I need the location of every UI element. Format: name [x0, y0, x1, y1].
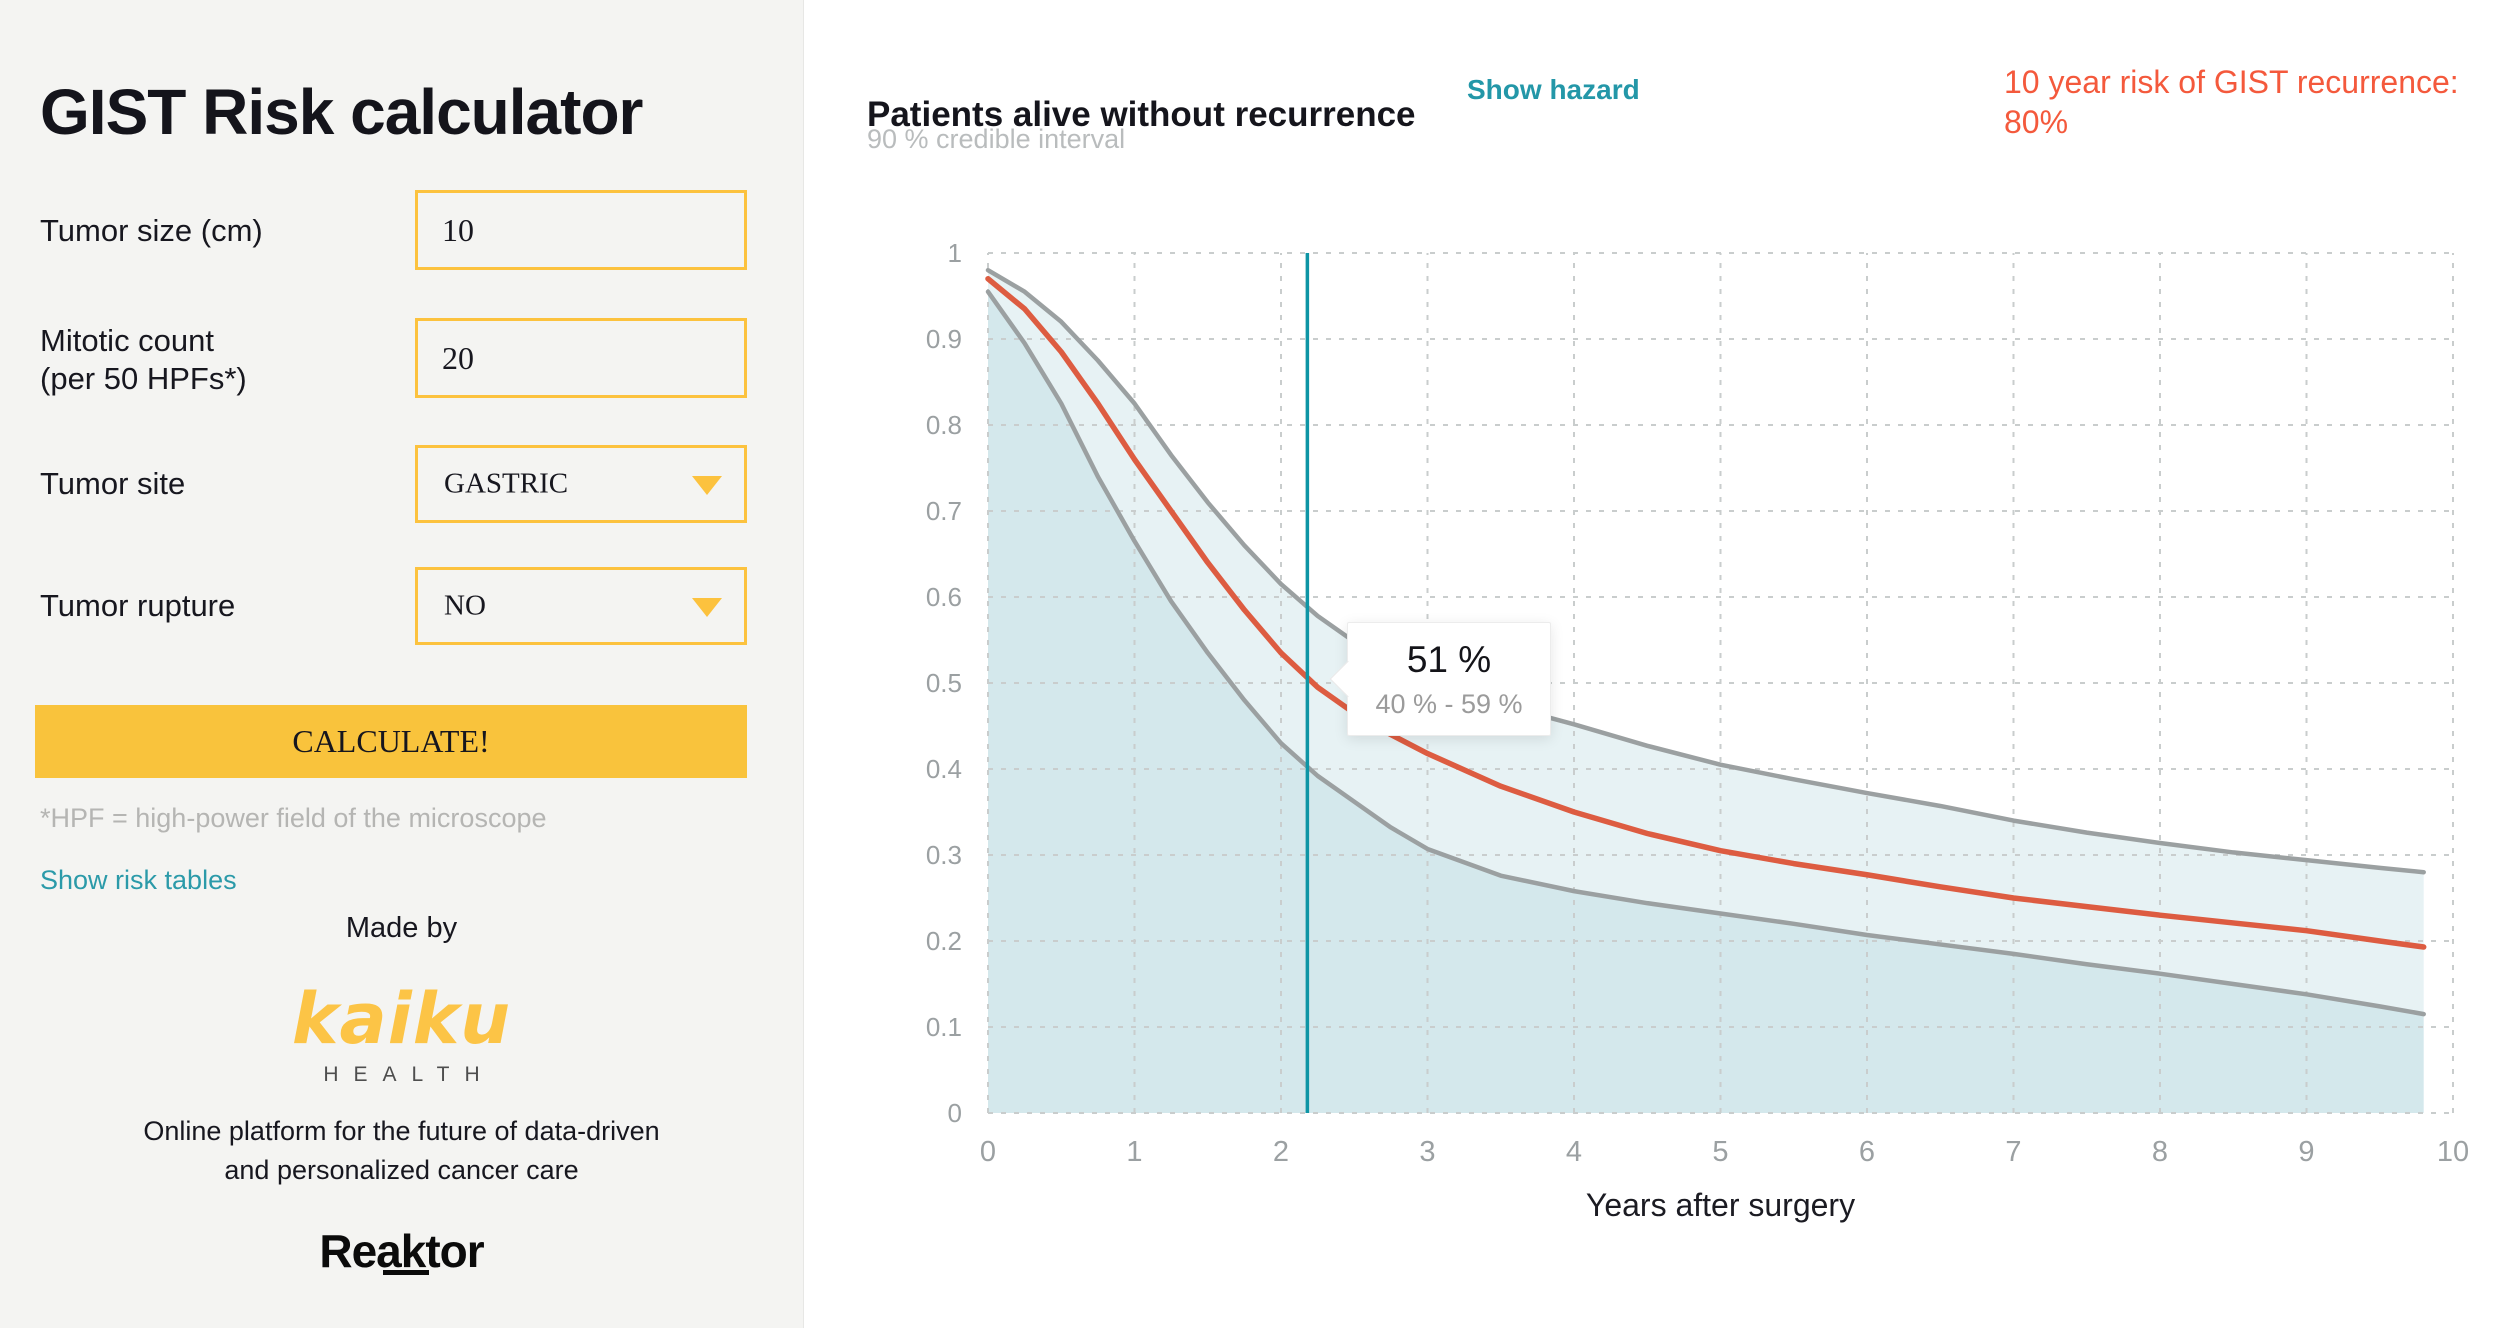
y-tick-label: 0.2 — [926, 926, 962, 956]
reaktor-logo: Reaktor — [319, 1225, 484, 1277]
app-title: GIST Risk calculator — [40, 75, 643, 148]
credible-area-fill — [988, 291, 2424, 1113]
show-risk-tables-link[interactable]: Show risk tables — [40, 865, 237, 895]
chevron-down-icon — [692, 476, 722, 495]
reaktor-logo-underscore — [383, 1270, 429, 1275]
credible-band-fill — [988, 270, 2424, 1015]
tumor-site-value: GASTRIC — [444, 467, 569, 500]
median-curve — [985, 276, 2427, 950]
y-tick-label: 0.1 — [926, 1012, 962, 1042]
mitotic-count-label-line1: Mitotic count — [40, 323, 215, 358]
mitotic-count-input[interactable] — [415, 318, 747, 398]
chart-subtitle: 90 % credible interval — [867, 124, 1126, 154]
tooltip-value: 51 % — [1406, 639, 1492, 680]
tumor-rupture-label: Tumor rupture — [40, 588, 236, 623]
x-tick-label: 6 — [1859, 1136, 1875, 1168]
y-tick-label: 0.9 — [926, 324, 962, 354]
chart-title: Patients alive without recurrence — [867, 95, 1416, 135]
kaiku-tagline: Online platform for the future of data-d… — [0, 1112, 803, 1190]
mitotic-count-label: Mitotic count (per 50 HPFs*) — [40, 322, 247, 398]
tumor-rupture-value: NO — [444, 589, 486, 622]
x-tick-label: 7 — [2005, 1136, 2021, 1168]
ten-year-risk-note: 10 year risk of GIST recurrence: 80% — [2004, 64, 2459, 140]
lower-bound-curve — [985, 289, 2426, 1017]
made-by-text: Made by — [345, 912, 458, 944]
tumor-size-label: Tumor size (cm) — [40, 213, 263, 248]
x-tick-label: 5 — [1712, 1136, 1728, 1168]
kaiku-health-text: HEALTH — [323, 1063, 495, 1086]
y-tick-label: 0.7 — [926, 496, 962, 526]
calculate-button[interactable]: CALCULATE! — [35, 705, 747, 778]
y-tick-label: 1 — [948, 238, 962, 268]
x-tick-label: 1 — [1126, 1136, 1142, 1168]
x-tick-label: 3 — [1419, 1136, 1435, 1168]
y-tick-label: 0.4 — [926, 754, 962, 784]
tumor-size-input[interactable] — [415, 190, 747, 270]
kaiku-tagline-line2: and personalized cancer care — [224, 1155, 579, 1185]
tooltip-range: 40 % - 59 % — [1375, 689, 1523, 719]
tumor-site-select[interactable]: GASTRIC — [415, 445, 747, 523]
x-tick-label: 8 — [2152, 1136, 2168, 1168]
y-tick-label: 0.6 — [926, 582, 962, 612]
kaiku-tagline-line1: Online platform for the future of data-d… — [143, 1116, 660, 1146]
hpf-footnote: *HPF = high-power field of the microscop… — [40, 803, 547, 833]
y-tick-label: 0.3 — [926, 840, 962, 870]
x-tick-label: 4 — [1566, 1136, 1582, 1168]
y-tick-label: 0.8 — [926, 410, 962, 440]
kaiku-logo: kaiku — [291, 978, 512, 1060]
x-tick-label: 2 — [1273, 1136, 1289, 1168]
x-tick-label: 9 — [2298, 1136, 2314, 1168]
upper-bound-curve — [985, 267, 2426, 875]
x-tick-label: 10 — [2437, 1136, 2469, 1168]
chevron-down-icon — [692, 598, 722, 617]
tumor-site-label: Tumor site — [40, 466, 186, 501]
show-hazard-link[interactable]: Show hazard — [1467, 74, 1640, 105]
tumor-rupture-select[interactable]: NO — [415, 567, 747, 645]
calculator-panel: GIST Risk calculator Tumor size (cm) Mit… — [0, 0, 804, 1328]
y-tick-label: 0.5 — [926, 668, 962, 698]
y-tick-label: 0 — [948, 1098, 962, 1128]
chart-tooltip: 51 % 40 % - 59 % — [1329, 622, 1551, 736]
x-axis-label: Years after surgery — [1586, 1187, 1855, 1223]
mitotic-count-label-line2: (per 50 HPFs*) — [40, 361, 247, 396]
x-tick-label: 0 — [980, 1136, 996, 1168]
